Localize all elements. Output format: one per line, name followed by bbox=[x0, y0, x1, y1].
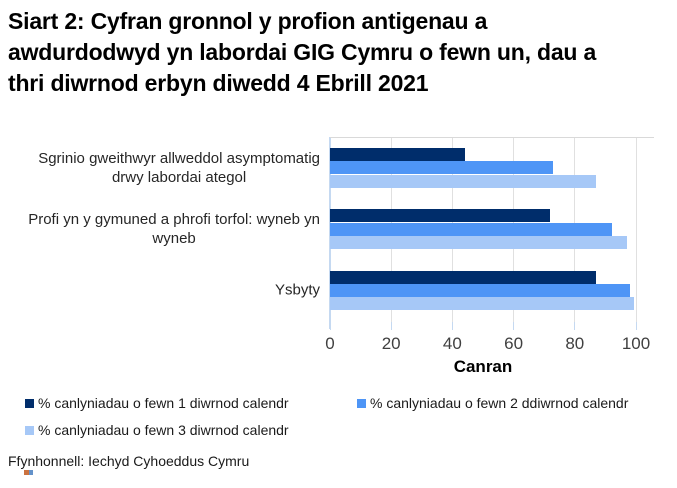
legend-swatch bbox=[25, 426, 34, 435]
bar bbox=[330, 209, 550, 222]
gridline-100 bbox=[635, 138, 637, 322]
bar bbox=[330, 236, 627, 249]
legend-item: % canlyniadau o fewn 3 diwrnod calendr bbox=[25, 422, 289, 439]
x-tick-label-0: 0 bbox=[325, 334, 335, 353]
x-tick-0 bbox=[329, 322, 331, 330]
legend-swatch bbox=[357, 399, 366, 408]
bar bbox=[330, 271, 596, 284]
chart-title: Siart 2: Cyfran gronnol y profion antige… bbox=[8, 8, 597, 96]
plot-area bbox=[329, 137, 654, 330]
x-tick-20 bbox=[390, 322, 392, 330]
bar bbox=[330, 148, 465, 161]
artifact-orange-pixel bbox=[24, 470, 29, 475]
x-tick-label-60: 60 bbox=[504, 334, 524, 353]
bar bbox=[330, 175, 596, 188]
legend-item: % canlyniadau o fewn 1 diwrnod calendr bbox=[25, 395, 289, 412]
legend-swatch bbox=[25, 399, 34, 408]
x-tick-label-80: 80 bbox=[565, 334, 585, 353]
x-tick-40 bbox=[451, 322, 453, 330]
bar bbox=[330, 297, 634, 310]
x-tick-label-20: 20 bbox=[381, 334, 401, 353]
x-tick-80 bbox=[574, 322, 576, 330]
legend-item: % canlyniadau o fewn 2 ddiwrnod calendr bbox=[357, 395, 628, 412]
category-label: Ysbyty bbox=[274, 281, 320, 299]
x-axis-tick-labels: 0 20 40 60 80 100 bbox=[325, 334, 650, 356]
category-labels: Sgrinio gweithwyr allweddol asymptomatig… bbox=[0, 137, 322, 321]
tiny-artifact bbox=[24, 470, 33, 475]
source-note: Ffynhonnell: Iechyd Cyhoeddus Cymru bbox=[8, 453, 250, 469]
category-label: Sgrinio gweithwyr allweddol asymptomatig… bbox=[38, 149, 320, 186]
legend-label: % canlyniadau o fewn 3 diwrnod calendr bbox=[38, 422, 289, 438]
legend-label: % canlyniadau o fewn 1 diwrnod calendr bbox=[38, 395, 289, 411]
category-label: Profi yn y gymuned a phrofi torfol: wyne… bbox=[28, 210, 320, 247]
bar bbox=[330, 161, 553, 174]
x-axis-title: Canran bbox=[453, 357, 513, 376]
x-tick-100 bbox=[635, 322, 637, 330]
artifact-blue-pixel bbox=[28, 470, 33, 475]
bar bbox=[330, 284, 630, 297]
x-tick-label-100: 100 bbox=[621, 334, 651, 353]
x-tick-60 bbox=[513, 322, 515, 330]
legend-label: % canlyniadau o fewn 2 ddiwrnod calendr bbox=[370, 395, 629, 411]
bar bbox=[330, 223, 612, 236]
x-tick-label-40: 40 bbox=[442, 334, 462, 353]
